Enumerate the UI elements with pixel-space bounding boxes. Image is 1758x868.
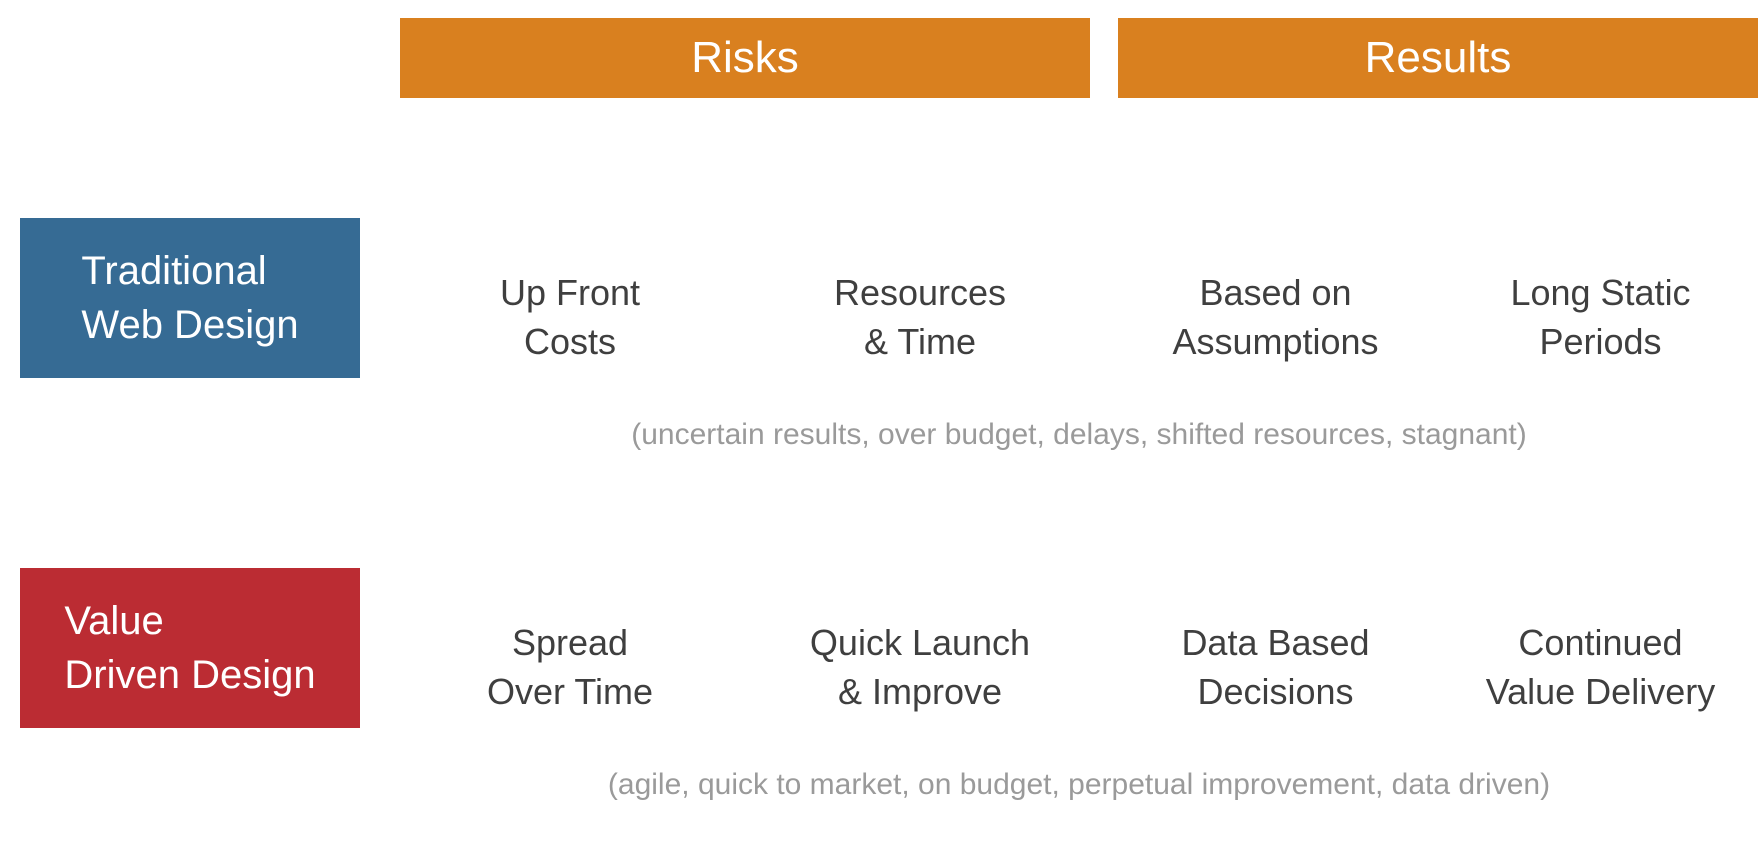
row2-risks-cells: Spread Over Time Quick Launch & Improve — [400, 568, 1090, 768]
cell-data-decisions: Data Based Decisions — [1118, 619, 1433, 716]
cell-assumptions: Based on Assumptions — [1118, 269, 1433, 366]
row2-results-cells: Data Based Decisions Continued Value Del… — [1118, 568, 1758, 768]
cell-quick-launch: Quick Launch & Improve — [750, 619, 1090, 716]
caption1-spacer — [20, 418, 400, 478]
cell-static-periods: Long Static Periods — [1443, 269, 1758, 366]
cell-upfront-costs: Up Front Costs — [400, 269, 740, 366]
row-label-value-driven: Value Driven Design — [20, 568, 360, 728]
header-spacer — [20, 18, 400, 118]
header-results: Results — [1118, 18, 1758, 98]
gap-2 — [20, 478, 1758, 568]
row2-caption: (agile, quick to market, on budget, perp… — [400, 768, 1758, 828]
gap-1 — [20, 118, 1758, 218]
comparison-grid: Risks Results Traditional Web Design Up … — [0, 0, 1758, 828]
cell-value-delivery: Continued Value Delivery — [1443, 619, 1758, 716]
row1-caption: (uncertain results, over budget, delays,… — [400, 418, 1758, 478]
caption2-spacer — [20, 768, 400, 828]
row-label-traditional: Traditional Web Design — [20, 218, 360, 378]
row1-risks-cells: Up Front Costs Resources & Time — [400, 218, 1090, 418]
row1-gap — [1090, 218, 1118, 418]
row1-results-cells: Based on Assumptions Long Static Periods — [1118, 218, 1758, 418]
cell-resources-time: Resources & Time — [750, 269, 1090, 366]
row2-gap — [1090, 568, 1118, 768]
header-risks: Risks — [400, 18, 1090, 98]
header-gap — [1090, 18, 1118, 118]
cell-spread-time: Spread Over Time — [400, 619, 740, 716]
